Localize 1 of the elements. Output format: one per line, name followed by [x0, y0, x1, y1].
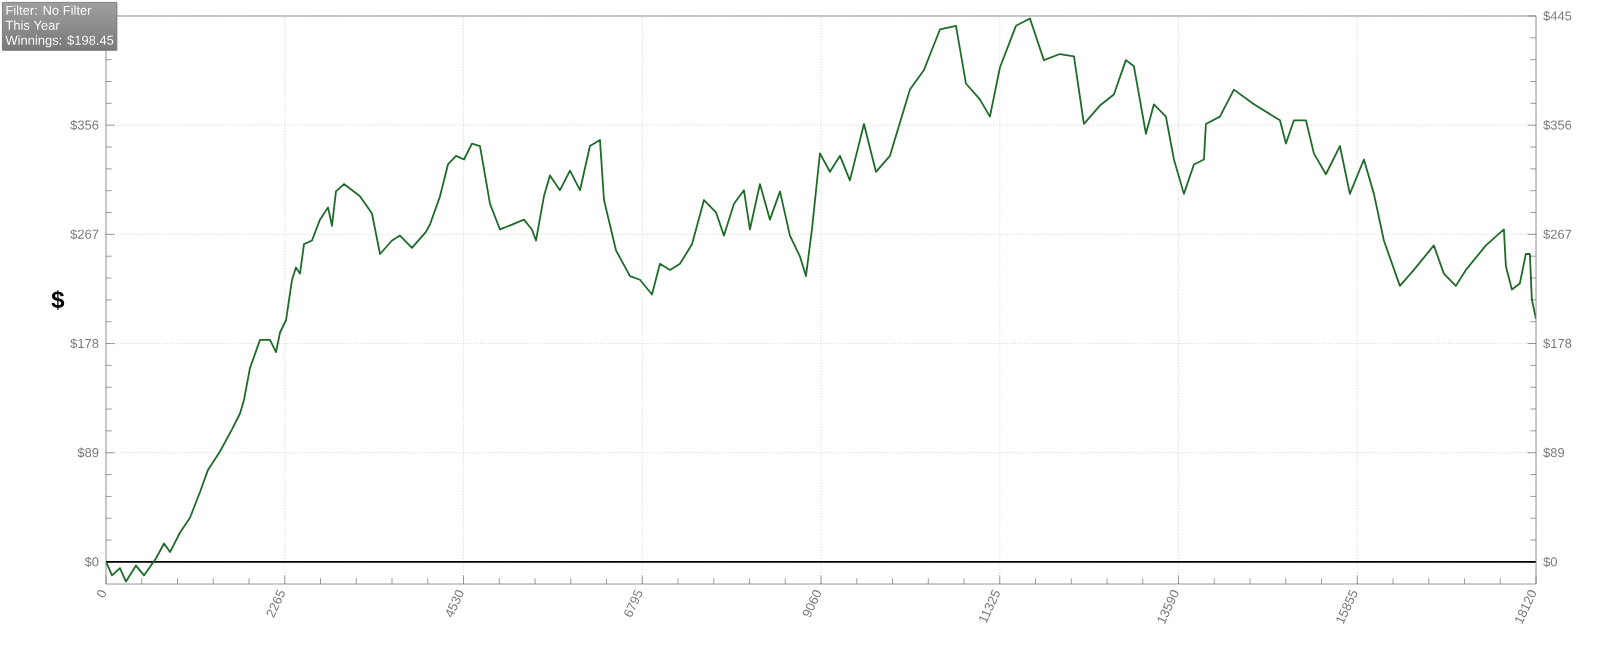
- y-axis-title: $: [51, 290, 65, 310]
